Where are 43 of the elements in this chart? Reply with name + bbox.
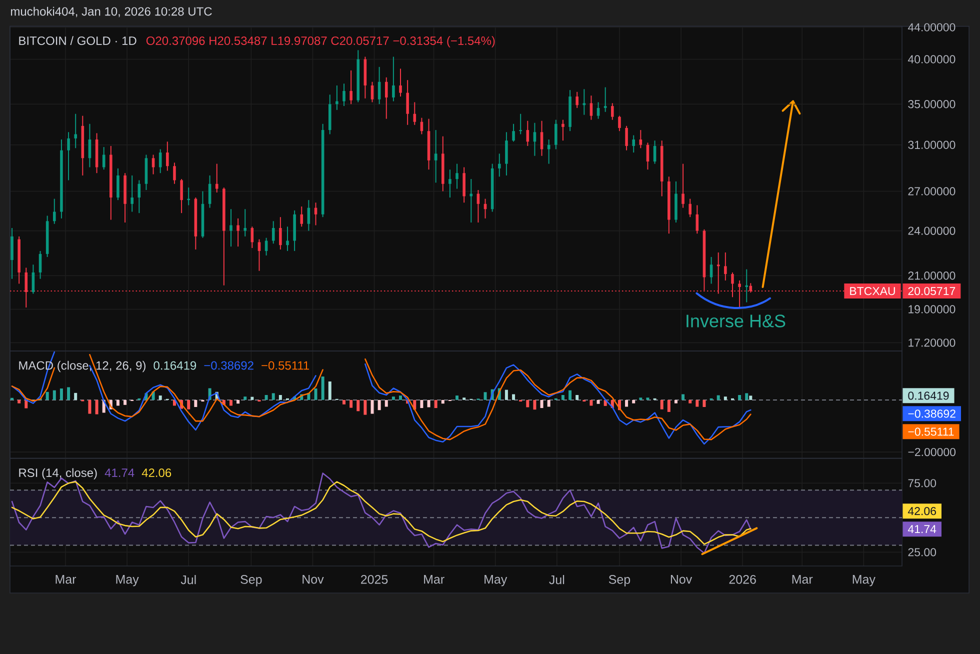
x-tick-label: 2025 — [360, 575, 388, 584]
text: −0.38692 — [204, 361, 254, 370]
series-label: 0.16419 — [154, 361, 196, 370]
text: −0.55111 — [908, 428, 954, 436]
text: muchoki404, Jan 10, 2026 10:28 UTC — [10, 6, 212, 18]
x-tick-label: Nov — [302, 575, 324, 584]
text: 42.06 — [142, 468, 172, 478]
annotation: Inverse H&S — [686, 314, 786, 328]
x-tick-label: Mar — [424, 575, 444, 584]
text: −0.38692 — [908, 410, 956, 418]
text: 42.06 — [908, 507, 936, 516]
y-tick-label: 44.00000 — [908, 23, 956, 32]
x-tick-label: May — [116, 575, 139, 586]
x-tick-label: Nov — [670, 575, 692, 584]
y-tick-label: 40.00000 — [908, 55, 956, 64]
x-tick-label: 2026 — [729, 575, 756, 584]
y-tick-label: 21.00000 — [908, 272, 956, 280]
series-label: −0.55111 — [262, 361, 310, 370]
y-tick-label: 24.00000 — [908, 226, 956, 235]
y-tick-label: 20.05717 — [908, 286, 956, 296]
y-tick-label: 25.00 — [908, 548, 936, 556]
x-tick-label: Sep — [608, 575, 630, 586]
ref-line-label: BTCXAU — [850, 286, 895, 296]
text: O20.37096 H20.53487 L19.97087 C20.05717 −0.31354 (−1.54%) — [146, 36, 495, 48]
x-tick-label: Mar — [792, 575, 813, 584]
text: BITCOIN / GOLD · 1D — [19, 36, 136, 46]
y-tick-label: 17.20000 — [908, 338, 956, 347]
text: 41.74 — [104, 468, 134, 477]
text: RSI (14, close) — [19, 468, 97, 480]
x-tick-label: Jul — [549, 575, 564, 584]
x-tick-label: Sep — [240, 575, 262, 586]
y-tick-label: 0.16419 — [908, 392, 949, 400]
text: 41.74 — [908, 525, 936, 534]
y-tick-label: 19.00000 — [908, 305, 956, 314]
x-tick-label: Jul — [180, 575, 196, 584]
y-tick-label: −2.00000 — [908, 448, 956, 456]
y-tick-label: 31.00000 — [908, 140, 956, 149]
y-tick-label: 27.00000 — [908, 187, 956, 196]
x-tick-label: May — [852, 575, 876, 586]
y-tick-label: 75.00 — [908, 479, 936, 488]
y-tick-label: 35.00000 — [908, 100, 956, 108]
x-tick-label: Mar — [56, 575, 76, 584]
x-tick-label: May — [484, 575, 508, 586]
